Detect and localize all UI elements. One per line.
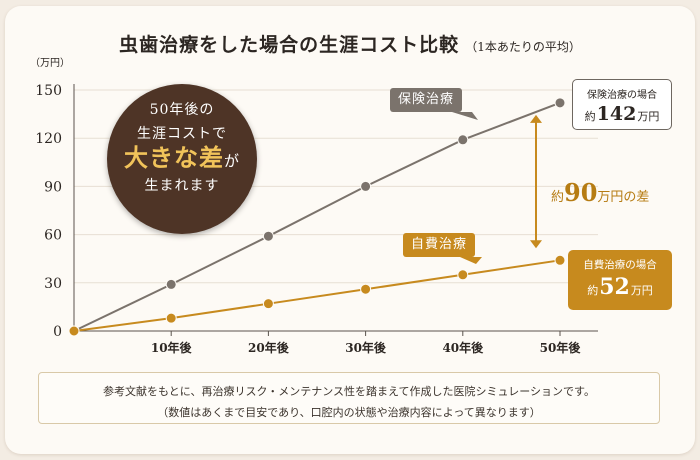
- insurance-box-label: 保険治療の場合: [587, 90, 657, 101]
- footnote-line-1: 参考文献をもとに、再治療リスク・メンテナンス性を踏まえて作成した医院シミュレーシ…: [103, 385, 595, 398]
- bubble-emphasis: 大きな差: [123, 143, 224, 172]
- difference-value: 90: [564, 178, 598, 207]
- x-tick-label: 50年後: [540, 340, 582, 355]
- self-pay-series-line: [73, 259, 561, 332]
- x-tick-label: 40年後: [442, 340, 484, 355]
- bubble-line-2: 生涯コストで: [137, 126, 227, 142]
- difference-label: 約90万円の差: [551, 178, 649, 207]
- difference-prefix: 約: [551, 190, 565, 205]
- x-tick-label: 30年後: [345, 340, 387, 355]
- difference-arrow-head-top: [530, 114, 542, 123]
- self-pay-data-point: [554, 254, 566, 266]
- y-tick-label: 150: [35, 83, 62, 99]
- insurance-data-point: [457, 134, 469, 146]
- y-tick-label: 30: [44, 276, 62, 292]
- self-box-prefix: 約: [587, 284, 599, 297]
- insurance-data-point: [360, 180, 372, 192]
- self-pay-data-point: [262, 298, 274, 310]
- series-label-self-pay: 自費治療: [403, 233, 476, 257]
- x-tick-label: 10年後: [151, 340, 193, 355]
- x-tick-label: 20年後: [248, 340, 290, 355]
- insurance-box-unit: 万円: [637, 110, 660, 123]
- y-tick-label: 0: [53, 324, 62, 340]
- insurance-data-point: [165, 278, 177, 290]
- insurance-label-tail: [452, 112, 478, 120]
- self-pay-data-point: [165, 312, 177, 324]
- self-pay-total-box: 自費治療の場合 約52万円: [568, 250, 672, 310]
- self-pay-label-tail: [460, 257, 482, 264]
- bubble-particle: が: [223, 152, 240, 170]
- y-tick-label: 120: [35, 131, 62, 147]
- insurance-total-box: 保険治療の場合 約142万円: [572, 79, 672, 130]
- insurance-series-line: [73, 101, 561, 332]
- bubble-line-4: 生まれます: [144, 178, 220, 194]
- insurance-data-point: [262, 230, 274, 242]
- insurance-data-point: [554, 97, 566, 109]
- self-pay-data-point: [68, 325, 80, 337]
- chart-subtitle: （1本あたりの平均）: [465, 40, 581, 54]
- self-box-label: 自費治療の場合: [583, 259, 657, 271]
- difference-suffix: 万円の差: [597, 190, 650, 205]
- self-pay-data-point: [457, 269, 469, 281]
- y-axis-unit-label: （万円）: [30, 57, 70, 69]
- insurance-box-prefix: 約: [584, 110, 596, 123]
- self-box-value: 52: [599, 274, 630, 300]
- insurance-box-value: 142: [596, 103, 637, 125]
- bubble-line-1: 50年後の: [149, 102, 215, 118]
- difference-arrow-head-bottom: [530, 240, 542, 249]
- self-box-unit: 万円: [630, 284, 653, 297]
- chart-title: 虫歯治療をした場合の生涯コスト比較 （1本あたりの平均）: [0, 30, 700, 57]
- self-pay-data-point: [360, 283, 372, 295]
- y-tick-label: 60: [44, 228, 62, 244]
- title-text: 虫歯治療をした場合の生涯コスト比較: [119, 34, 460, 56]
- y-tick-label: 90: [44, 179, 62, 195]
- series-label-insurance: 保険治療: [390, 88, 463, 112]
- footnote-line-2: （数値はあくまで目安であり、口腔内の状態や治療内容によって異なります）: [157, 406, 541, 419]
- callout-bubble: 50年後の 生涯コストで 大きな差が 生まれます: [107, 84, 257, 234]
- footnote-box: 参考文献をもとに、再治療リスク・メンテナンス性を踏まえて作成した医院シミュレーシ…: [38, 372, 660, 424]
